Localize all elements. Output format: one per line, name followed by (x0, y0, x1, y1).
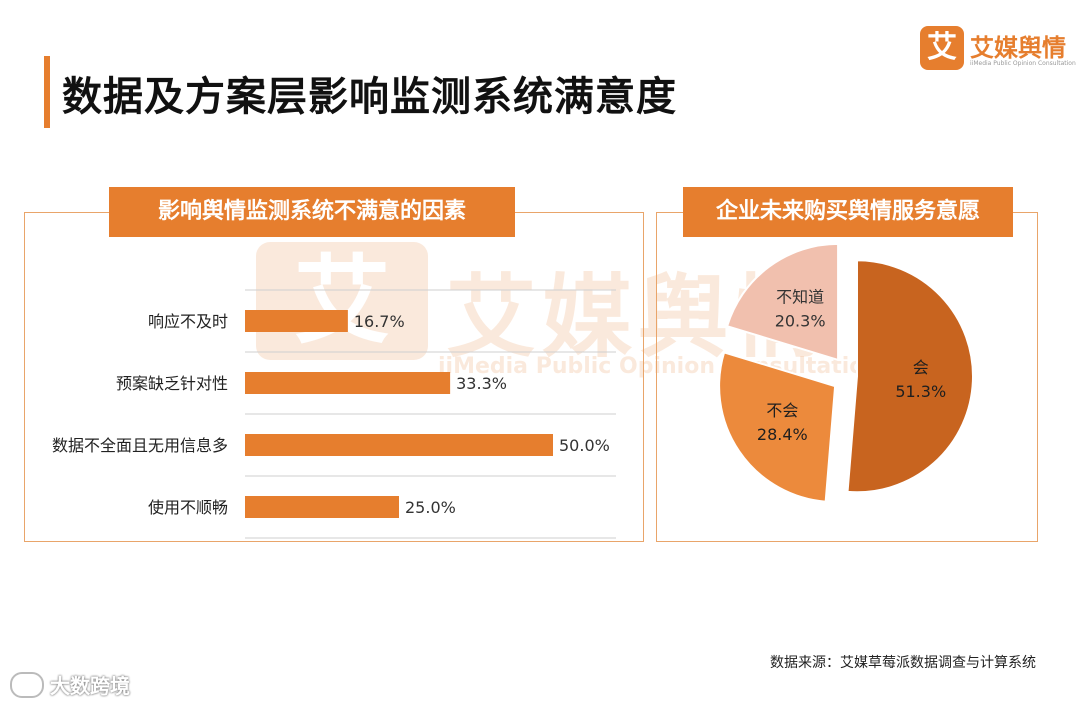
page-title: 数据及方案层影响监测系统满意度 (62, 74, 677, 120)
bar-4 (245, 496, 399, 518)
bar-category-label: 数据不全面且无用信息多 (52, 436, 228, 455)
pie-slice-value: 20.3% (775, 312, 826, 331)
bar-1 (245, 310, 348, 332)
brand-name: 艾媒舆情 (970, 34, 1066, 62)
data-source: 数据来源：艾媒草莓派数据调查与计算系统 (770, 655, 1036, 671)
bar-value-label: 33.3% (456, 374, 507, 393)
pie-slice-value: 51.3% (895, 382, 946, 401)
bar-value-label: 50.0% (559, 436, 610, 455)
brand-mark: 艾 (920, 26, 964, 70)
bar-value-label: 25.0% (405, 498, 456, 517)
bar-category-label: 响应不及时 (148, 312, 228, 331)
pie-slice-3 (725, 242, 840, 362)
pie-chart-title: 企业未来购买舆情服务意愿 (683, 187, 1013, 237)
bar-3 (245, 434, 553, 456)
footer-logo: 大数跨境 (10, 668, 160, 698)
bar-chart-title: 影响舆情监测系统不满意的因素 (109, 187, 515, 237)
weibo-icon (10, 672, 44, 698)
pie-slice-2 (718, 351, 837, 503)
title-accent-bar (44, 56, 50, 128)
pie-slice-label: 不会 (766, 401, 798, 420)
brand-subtitle: iiMedia Public Opinion Consultation (970, 60, 1076, 67)
pie-slice-1 (846, 259, 974, 494)
footer-text: 大数跨境 (50, 674, 130, 698)
bar-2 (245, 372, 451, 394)
pie-slice-label: 会 (913, 358, 929, 377)
bar-category-label: 预案缺乏针对性 (116, 374, 228, 393)
pie-slice-label: 不知道 (776, 288, 824, 307)
bar-chart-panel: 影响舆情监测系统不满意的因素 (24, 187, 644, 542)
pie-slice-value: 28.4% (757, 425, 808, 444)
pie-chart-panel: 企业未来购买舆情服务意愿 (656, 187, 1038, 542)
bar-category-label: 使用不顺畅 (148, 498, 228, 517)
brand-logo: 艾 艾媒舆情 iiMedia Public Opinion Consultati… (920, 26, 1076, 74)
bar-value-label: 16.7% (354, 312, 405, 331)
